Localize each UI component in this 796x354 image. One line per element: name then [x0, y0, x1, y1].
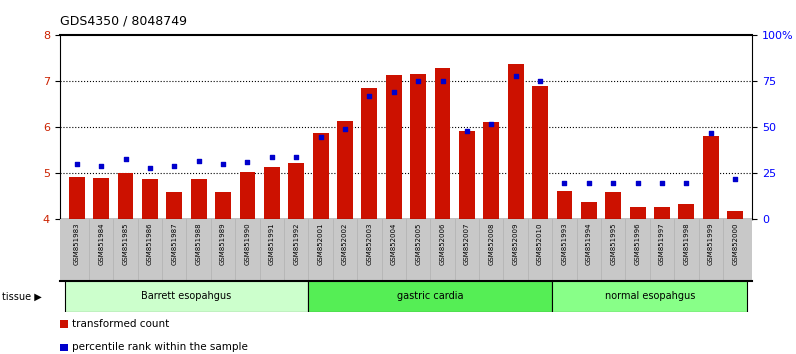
Text: Barrett esopahgus: Barrett esopahgus [142, 291, 232, 302]
Bar [240, 172, 256, 219]
Point [70, 161, 83, 167]
Point [95, 163, 107, 169]
Bar [556, 191, 572, 219]
Bar [166, 192, 182, 219]
Point [485, 121, 498, 127]
Bar [337, 120, 353, 219]
Text: GSM851991: GSM851991 [269, 223, 275, 265]
Point [533, 79, 546, 84]
Point [119, 156, 132, 161]
FancyBboxPatch shape [308, 281, 552, 312]
Text: gastric cardia: gastric cardia [397, 291, 463, 302]
Text: GSM851997: GSM851997 [659, 223, 665, 265]
Text: GSM851985: GSM851985 [123, 223, 128, 265]
Text: GSM851987: GSM851987 [171, 223, 178, 265]
Text: GSM852003: GSM852003 [366, 223, 373, 265]
Text: GSM852010: GSM852010 [537, 223, 543, 265]
Text: GSM851996: GSM851996 [634, 223, 641, 265]
Text: GSM851993: GSM851993 [561, 223, 568, 265]
Bar [264, 166, 279, 219]
Bar [386, 75, 402, 219]
FancyBboxPatch shape [552, 281, 747, 312]
Point [388, 90, 400, 95]
Text: transformed count: transformed count [72, 319, 170, 329]
Point [290, 154, 302, 160]
Point [583, 180, 595, 185]
Bar [459, 131, 475, 219]
Point [193, 158, 205, 164]
Bar [68, 177, 84, 219]
Text: GDS4350 / 8048749: GDS4350 / 8048749 [60, 14, 187, 27]
Text: percentile rank within the sample: percentile rank within the sample [72, 342, 248, 352]
Point [412, 79, 424, 84]
Text: GSM851989: GSM851989 [220, 223, 226, 265]
Point [338, 126, 351, 132]
Point [436, 79, 449, 84]
Bar [508, 64, 524, 219]
Bar [581, 202, 597, 219]
Text: GSM851995: GSM851995 [611, 223, 616, 265]
Point [704, 130, 717, 136]
Text: GSM851992: GSM851992 [293, 223, 299, 265]
Point [680, 180, 693, 185]
Point [558, 180, 571, 185]
Bar [191, 179, 207, 219]
Bar [93, 178, 109, 219]
Point [266, 154, 279, 160]
Text: GSM852007: GSM852007 [464, 223, 470, 265]
Bar [678, 204, 694, 219]
Point [656, 180, 669, 185]
Point [143, 165, 156, 171]
Bar [60, 343, 68, 351]
Text: GSM851994: GSM851994 [586, 223, 592, 265]
Bar [533, 86, 548, 219]
Text: GSM852005: GSM852005 [416, 223, 421, 265]
Point [631, 180, 644, 185]
Text: GSM851984: GSM851984 [98, 223, 104, 265]
Point [241, 160, 254, 165]
Text: GSM852000: GSM852000 [732, 223, 738, 265]
Bar [410, 74, 426, 219]
Point [363, 93, 376, 99]
Bar [435, 68, 451, 219]
Bar [630, 207, 646, 219]
Point [314, 134, 327, 139]
Point [729, 176, 742, 182]
Bar [288, 163, 304, 219]
Text: GSM851986: GSM851986 [147, 223, 153, 265]
Bar [215, 192, 231, 219]
Point [217, 161, 229, 167]
Text: GSM852008: GSM852008 [488, 223, 494, 265]
Text: GSM852006: GSM852006 [439, 223, 446, 265]
Bar [142, 179, 158, 219]
Text: GSM851990: GSM851990 [244, 223, 251, 265]
Text: GSM852009: GSM852009 [513, 223, 519, 265]
Text: GSM852001: GSM852001 [318, 223, 324, 265]
Bar [605, 192, 621, 219]
Text: GSM852004: GSM852004 [391, 223, 396, 265]
Bar [654, 207, 670, 219]
Bar [60, 320, 68, 328]
FancyBboxPatch shape [64, 281, 308, 312]
Point [607, 180, 619, 185]
Bar [483, 122, 499, 219]
Text: GSM852002: GSM852002 [342, 223, 348, 265]
Point [168, 163, 181, 169]
Text: tissue ▶: tissue ▶ [2, 291, 41, 302]
Bar [703, 136, 719, 219]
Text: GSM851999: GSM851999 [708, 223, 714, 265]
Point [461, 128, 474, 134]
Text: GSM851998: GSM851998 [684, 223, 689, 265]
Bar [728, 211, 743, 219]
Bar [118, 172, 134, 219]
Text: GSM851988: GSM851988 [196, 223, 201, 265]
Text: GSM851983: GSM851983 [74, 223, 80, 265]
Text: normal esopahgus: normal esopahgus [605, 291, 695, 302]
Point [509, 73, 522, 79]
Bar [313, 133, 329, 219]
Bar [361, 88, 377, 219]
